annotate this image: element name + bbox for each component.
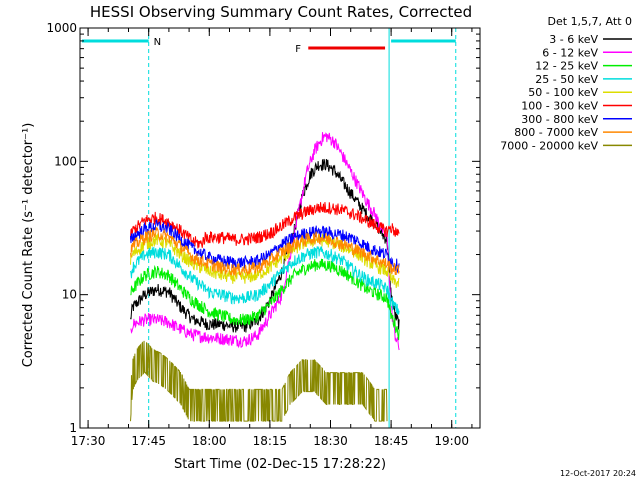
legend-entry-label: 12 - 25 keV [535, 60, 598, 73]
series-line-3 [130, 245, 400, 315]
plot-series [130, 132, 400, 422]
x-tick-label: 18:30 [313, 434, 348, 448]
y-tick-label: 100 [54, 154, 77, 168]
x-tick-label: 19:00 [434, 434, 469, 448]
y-tick-label: 1000 [46, 21, 77, 35]
series-line-7 [130, 226, 400, 277]
legend-entry-label: 7000 - 20000 keV [500, 139, 598, 152]
x-tick-label: 18:45 [374, 434, 409, 448]
flare-label: F [295, 44, 301, 55]
legend-header: Det 1,5,7, Att 0 [548, 15, 632, 28]
x-tick-label: 17:30 [71, 434, 106, 448]
legend-entry-label: 800 - 7000 keV [514, 126, 598, 139]
legend-entry-label: 25 - 50 keV [535, 73, 598, 86]
series-line-8 [130, 340, 388, 422]
legend-entry-label: 300 - 800 keV [521, 113, 598, 126]
x-tick-label: 17:45 [131, 434, 166, 448]
y-tick-label: 1 [69, 421, 77, 435]
series-line-1 [130, 132, 400, 351]
chart-title: HESSI Observing Summary Count Rates, Cor… [90, 3, 472, 21]
plot-frame [79, 27, 481, 429]
y-axis-label: Corrected Count Rate (s⁻¹ detector⁻¹) [21, 123, 36, 368]
night-label: N [154, 37, 161, 48]
footer-timestamp: 12-Oct-2017 20:24 [560, 469, 636, 478]
axes: 17:30 17:45 18:00 18:15 18:30 18:45 19:00 1 10 10… [46, 21, 480, 448]
legend-entry-label: 6 - 12 keV [542, 46, 598, 59]
x-tick-label: 18:15 [253, 434, 288, 448]
legend-entry-label: 100 - 300 keV [521, 100, 598, 113]
legend-entry-label: 50 - 100 keV [528, 86, 598, 99]
x-tick-label: 18:00 [192, 434, 227, 448]
legend-entry-label: 3 - 6 keV [549, 33, 598, 46]
x-axis-label: Start Time (02-Dec-15 17:28:22) [174, 457, 386, 472]
series-line-2 [130, 258, 400, 341]
y-tick-label: 10 [62, 288, 77, 302]
